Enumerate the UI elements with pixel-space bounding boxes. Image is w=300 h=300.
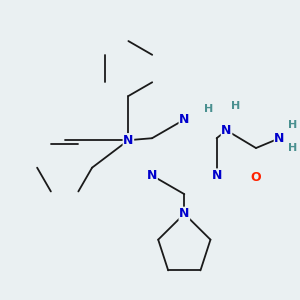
Text: H: H — [231, 101, 240, 111]
Text: N: N — [179, 113, 190, 126]
Text: N: N — [123, 134, 134, 147]
Text: H: H — [204, 104, 214, 114]
Text: N: N — [147, 169, 157, 182]
Text: N: N — [221, 124, 232, 137]
Text: N: N — [179, 207, 190, 220]
Text: H: H — [288, 143, 297, 153]
Text: N: N — [212, 169, 222, 182]
Text: O: O — [251, 171, 261, 184]
Text: H: H — [288, 121, 297, 130]
Text: N: N — [274, 132, 285, 145]
